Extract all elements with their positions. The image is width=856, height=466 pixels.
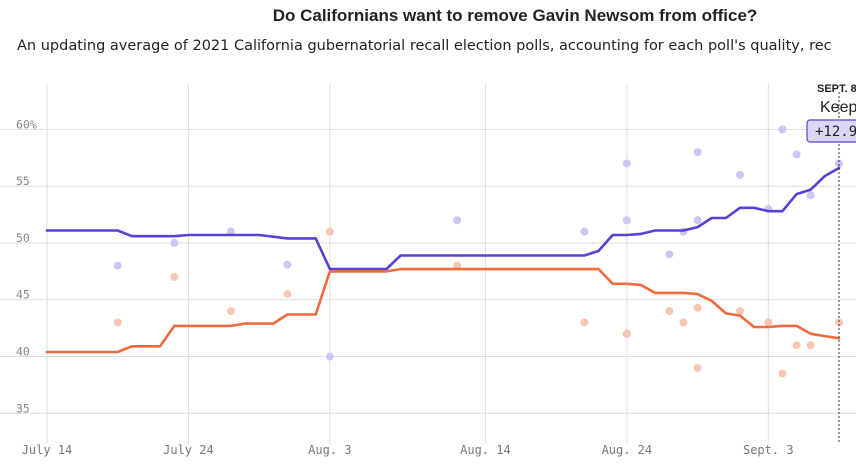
remove-poll-dot: [113, 318, 122, 327]
y-tick-label: 60%: [16, 117, 37, 131]
remove-poll-dot: [792, 341, 801, 350]
keep-poll-dot: [806, 191, 815, 200]
y-tick-label: 55: [16, 174, 30, 188]
keep-poll-dot: [170, 238, 179, 247]
chart-title: Do Californians want to remove Gavin New…: [272, 6, 758, 25]
remove-poll-dot: [693, 363, 702, 372]
x-tick-label: Aug. 3: [308, 443, 351, 457]
grid-lines: [0, 84, 856, 444]
keep-poll-dot: [622, 159, 631, 168]
keep-poll-dot: [693, 216, 702, 225]
y-axis-ticks: 35 40 45 50 55 60%: [16, 117, 37, 415]
x-tick-label: Sept. 3: [743, 443, 794, 457]
series-line-keep: [45, 166, 841, 271]
keep-poll-dot: [226, 227, 235, 236]
keep-poll-dot: [736, 170, 744, 179]
keep-poll-dot: [283, 260, 292, 269]
annotation-badge: [806, 119, 856, 143]
chart-subtitle: An updating average of 2021 California g…: [17, 38, 832, 54]
x-tick-label: Aug. 24: [602, 443, 653, 457]
y-tick-label: 45: [16, 288, 30, 302]
remove-poll-dot: [764, 318, 773, 327]
remove-poll-dot: [679, 318, 688, 327]
keep-poll-dot: [113, 261, 122, 270]
keep-poll-dot: [453, 216, 462, 225]
annotation-value: +12.9: [815, 124, 856, 140]
y-tick-label: 50: [16, 231, 30, 245]
remove-poll-dot: [226, 307, 235, 316]
keep-poll-dot: [580, 227, 589, 236]
remove-poll-dot: [736, 307, 744, 316]
annotation-date: SEPT. 8: [817, 83, 856, 95]
remove-poll-dot: [283, 290, 292, 299]
x-tick-label: July 14: [22, 443, 73, 457]
keep-poll-dot: [622, 216, 631, 225]
x-tick-label: Aug. 14: [460, 443, 511, 457]
poll-dots: [113, 125, 843, 378]
remove-poll-dot: [453, 261, 462, 270]
y-tick-label: 40: [16, 345, 30, 359]
keep-poll-dot: [665, 250, 674, 259]
keep-poll-dot: [325, 352, 334, 361]
x-axis-ticks: July 14 July 24 Aug. 3 Aug. 14 Aug. 24 Sept. …: [22, 443, 794, 457]
keep-poll-dot: [835, 159, 843, 168]
remove-poll-dot: [693, 303, 702, 312]
remove-poll-dot: [835, 318, 843, 327]
remove-poll-dot: [806, 341, 815, 350]
y-tick-label: 35: [16, 401, 30, 415]
remove-poll-dot: [580, 318, 589, 327]
keep-poll-dot: [778, 125, 787, 134]
x-tick-label: July 24: [163, 443, 214, 457]
average-lines: [45, 166, 841, 354]
keep-poll-dot: [693, 148, 702, 157]
date-annotation: SEPT. 8 Keep +12.9: [806, 83, 856, 444]
remove-poll-dot: [622, 329, 631, 338]
remove-poll-dot: [170, 273, 179, 282]
remove-poll-dot: [665, 307, 674, 316]
series-line-remove: [45, 267, 841, 354]
remove-poll-dot: [778, 369, 787, 378]
annotation-label: Keep: [820, 99, 856, 116]
remove-poll-dot: [325, 227, 334, 236]
keep-poll-dot: [792, 150, 801, 159]
